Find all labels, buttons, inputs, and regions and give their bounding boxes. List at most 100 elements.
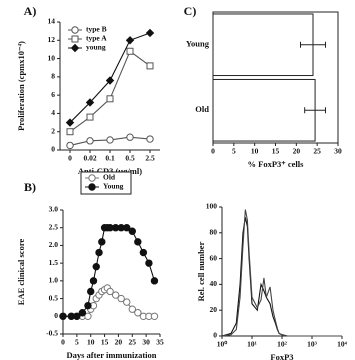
marker (145, 28, 155, 38)
marker (134, 309, 142, 317)
x-tick-label: 0.1 (105, 154, 115, 163)
x-tick-label: 25 (313, 147, 321, 156)
marker (73, 312, 81, 320)
marker (59, 312, 67, 320)
y-tick-label: 80 (210, 228, 218, 237)
legend-label: type B (86, 25, 107, 34)
x-tick-label: 10³ (307, 340, 318, 349)
y-tick-label: 1.5 (49, 258, 59, 267)
marker (87, 287, 95, 296)
marker (126, 133, 134, 141)
x-tick-label: 0.02 (83, 154, 96, 163)
x-tick-label: 2.5 (145, 154, 155, 163)
marker (125, 36, 135, 45)
y-tick-label: 0 (54, 311, 58, 320)
x-axis-label: FoxP3 (270, 352, 293, 360)
x-tick-label: 30 (334, 147, 342, 156)
x-tick-label: 0 (61, 338, 65, 347)
bar (212, 13, 314, 77)
x-axis-label: % FoxP3⁺ cells (248, 159, 305, 169)
y-axis-label: Rel. cell number (196, 241, 206, 301)
y-tick-label: 8 (51, 72, 55, 81)
marker (111, 291, 120, 299)
x-tick-label: 0.5 (125, 154, 135, 163)
marker (145, 259, 153, 267)
marker (65, 118, 75, 127)
panel-label: B) (24, 180, 36, 194)
marker (89, 277, 98, 285)
y-axis-label: EAE clinical score (16, 239, 26, 306)
panel-label: C) (184, 4, 197, 18)
marker (123, 224, 131, 232)
y-tick-label: 2.0 (49, 240, 59, 249)
marker (92, 262, 100, 271)
y-tick-label: 3.0 (49, 205, 59, 214)
y-tick-label: -0.5 (46, 329, 58, 338)
x-tick-label: 25 (129, 338, 137, 347)
x-tick-label: 0 (68, 154, 72, 163)
x-tick-label: 10² (277, 340, 288, 349)
x-tick-label: 10 (87, 338, 95, 347)
legend-label: Young (103, 182, 124, 191)
y-tick-label: 100 (206, 202, 218, 211)
marker (71, 26, 79, 34)
x-tick-label: 30 (142, 338, 150, 347)
marker (146, 135, 154, 143)
x-tick-label: 5 (75, 338, 79, 347)
y-tick-label: 2 (51, 126, 55, 135)
y-tick-label: 60 (210, 253, 218, 262)
y-tick-label: 12 (48, 35, 56, 44)
marker (146, 62, 154, 70)
marker (134, 238, 142, 246)
error-bar (300, 41, 326, 48)
x-tick-label: 15 (101, 338, 109, 347)
x-tick-label: 15 (272, 147, 280, 156)
y-tick-label: 0 (213, 331, 217, 340)
marker (84, 312, 92, 320)
marker (126, 47, 134, 55)
x-tick-label: 0 (211, 147, 215, 156)
marker (106, 287, 114, 296)
marker (66, 141, 74, 150)
marker (88, 174, 96, 182)
x-tick-label: 5 (232, 147, 236, 156)
legend-label: type A (86, 34, 107, 43)
panel-label: A) (24, 4, 37, 18)
x-tick-label: 10¹ (247, 340, 257, 349)
series-line (221, 209, 342, 337)
y-tick-label: 0 (51, 145, 55, 154)
y-tick-label: 2.5 (49, 222, 59, 231)
x-tick-label: 20 (115, 338, 123, 347)
x-axis-label: Days after immunization (66, 350, 156, 360)
series-line (221, 217, 342, 337)
marker (85, 98, 95, 107)
marker (106, 136, 114, 144)
marker (70, 43, 80, 53)
marker (95, 248, 103, 257)
marker (105, 76, 115, 85)
marker (150, 277, 159, 285)
marker (86, 137, 94, 145)
marker (128, 227, 136, 235)
marker (98, 238, 106, 246)
y-tick-label: 4 (51, 108, 55, 117)
marker (66, 128, 74, 136)
marker (128, 305, 136, 313)
marker (106, 95, 114, 103)
legend-label: young (86, 43, 106, 52)
error-bar (304, 107, 326, 114)
y-axis-label: Proliferation (cpmx10⁻⁴) (16, 41, 26, 131)
x-tick-label: 10 (251, 147, 259, 156)
marker (84, 301, 92, 310)
marker (86, 113, 94, 121)
x-axis-label: Anti-CD3 (µg/ml) (78, 166, 142, 176)
y-tick-label: 40 (210, 279, 218, 288)
y-tick-label: 10 (48, 53, 56, 62)
legend-label: Old (103, 173, 116, 182)
y-tick-label: 6 (51, 90, 55, 99)
series-line (69, 50, 151, 133)
x-tick-label: 35 (156, 338, 164, 347)
marker (78, 309, 87, 317)
